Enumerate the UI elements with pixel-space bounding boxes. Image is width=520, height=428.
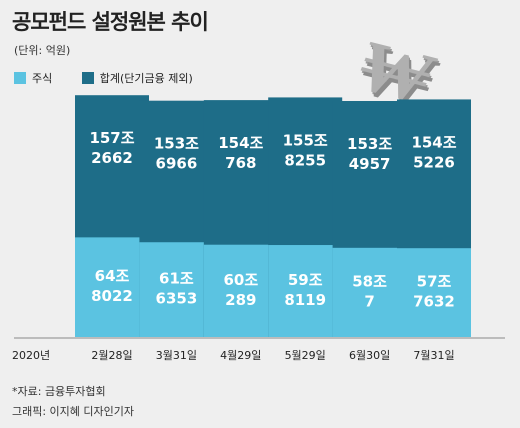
stock-label-3-line1: 60조	[223, 271, 258, 289]
stock-label-6-line1: 57조	[417, 273, 452, 291]
stock-label-1-line2: 8022	[91, 287, 133, 305]
year-label: 2020년	[12, 349, 50, 362]
unit-label: (단위: 억원)	[14, 44, 71, 57]
stock-label-5-line2: 7	[364, 292, 374, 310]
total-label-5-line2: 4957	[349, 155, 391, 173]
bar-stock-6	[397, 248, 471, 337]
x-tick-label-2: 3월31일	[156, 348, 197, 362]
stock-label-6-line2: 7632	[413, 293, 455, 311]
total-label-6-line1: 154조	[411, 133, 456, 151]
source-note: *자료: 금융투자협회	[12, 385, 106, 398]
legend: 주식 합계(단기금융 제외)	[14, 70, 219, 87]
graphic-credit: 그래픽: 이지혜 디자인기자	[12, 405, 135, 418]
legend-label-stock: 주식	[32, 72, 53, 85]
bar-stock-5	[332, 247, 407, 337]
bar-stock-1	[75, 237, 149, 337]
total-label-5-line1: 153조	[347, 135, 392, 153]
total-label-6-line2: 5226	[413, 153, 455, 171]
legend-swatch-total	[81, 72, 94, 84]
chart-title: 공모펀드 설정원본 추이	[12, 10, 209, 34]
total-label-1-line1: 157조	[89, 129, 134, 147]
stock-label-5-line1: 58조	[352, 272, 387, 290]
legend-item-stock: 주식	[14, 70, 52, 86]
x-tick-label-3: 4월29일	[220, 348, 261, 362]
total-label-3-line2: 768	[225, 154, 256, 172]
x-tick-label-1: 2월28일	[91, 348, 132, 362]
legend-item-total: 합계(단기금융 제외)	[81, 70, 193, 86]
stock-label-4-line1: 59조	[288, 271, 323, 289]
bar-stock-3	[203, 244, 278, 337]
x-tick-label-4: 5월29일	[285, 348, 326, 362]
stock-label-2-line1: 61조	[159, 270, 194, 288]
total-label-1-line2: 2662	[91, 149, 133, 167]
stock-label-2-line2: 6353	[156, 290, 198, 308]
total-label-4-line2: 8255	[284, 151, 326, 169]
bar-stock-2	[139, 242, 214, 337]
stock-label-4-line2: 8119	[284, 291, 326, 309]
legend-swatch-stock	[14, 72, 26, 84]
bar-stock-4	[268, 245, 343, 337]
x-tick-label-5: 6월30일	[349, 348, 390, 362]
stock-label-1-line1: 64조	[95, 267, 130, 285]
total-label-3-line1: 154조	[218, 134, 263, 152]
total-label-2-line2: 6966	[156, 155, 198, 173]
legend-label-total: 합계(단기금융 제외)	[99, 72, 193, 85]
x-tick-label-6: 7월31일	[413, 348, 454, 362]
total-label-4-line1: 155조	[283, 131, 328, 149]
stock-label-3-line2: 289	[225, 291, 256, 309]
total-label-2-line1: 153조	[154, 135, 199, 153]
